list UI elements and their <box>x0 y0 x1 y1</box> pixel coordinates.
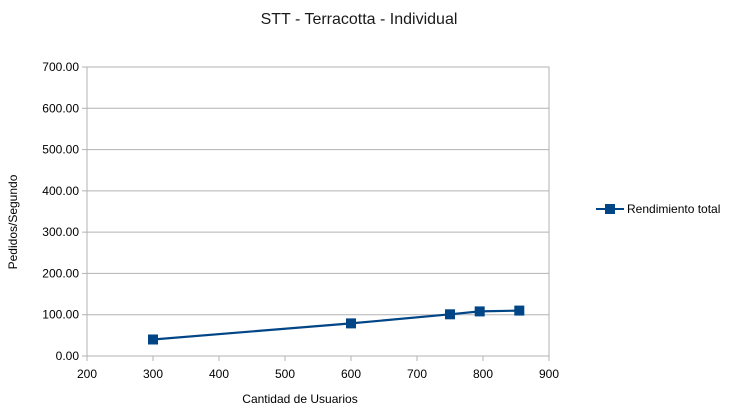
legend-marker-swatch <box>605 204 615 214</box>
y-tick-label: 0.00 <box>56 349 80 363</box>
x-tick-label: 500 <box>275 367 295 381</box>
y-tick-label: 300.00 <box>42 225 79 239</box>
y-tick-labels: 0.00 100.00 200.00 300.00 400.00 500.00 600.00… <box>42 60 79 363</box>
data-point <box>445 309 455 320</box>
y-tick-label: 500.00 <box>42 143 79 157</box>
x-tick-label: 900 <box>539 367 559 381</box>
plot-area <box>86 66 550 357</box>
series-group <box>148 305 525 345</box>
y-axis-title: Pedidos/Segundo <box>6 174 20 269</box>
data-point <box>346 318 356 329</box>
x-axis-title: Cantidad de Usuarios <box>242 392 357 406</box>
data-point <box>514 305 525 316</box>
y-tick-label: 200.00 <box>42 266 79 280</box>
y-tick-label: 400.00 <box>42 184 79 198</box>
data-point <box>148 334 158 345</box>
x-tick-label: 200 <box>77 367 97 381</box>
axes <box>82 66 550 361</box>
x-tick-label: 300 <box>143 367 163 381</box>
x-tick-labels: 200 300 400 500 600 700 800 900 <box>77 367 559 381</box>
chart-title: STT - Terracotta - Individual <box>261 11 458 28</box>
y-tick-label: 600.00 <box>42 101 79 115</box>
legend-label: Rendimiento total <box>627 202 720 216</box>
x-tick-label: 400 <box>209 367 229 381</box>
x-tick-label: 700 <box>407 367 427 381</box>
y-tick-label: 100.00 <box>42 308 79 322</box>
legend: Rendimiento total <box>596 202 720 216</box>
x-tick-label: 600 <box>341 367 361 381</box>
data-point <box>474 306 485 317</box>
y-tick-label: 700.00 <box>42 60 79 74</box>
x-tick-label: 800 <box>473 367 493 381</box>
gridlines <box>87 66 549 357</box>
